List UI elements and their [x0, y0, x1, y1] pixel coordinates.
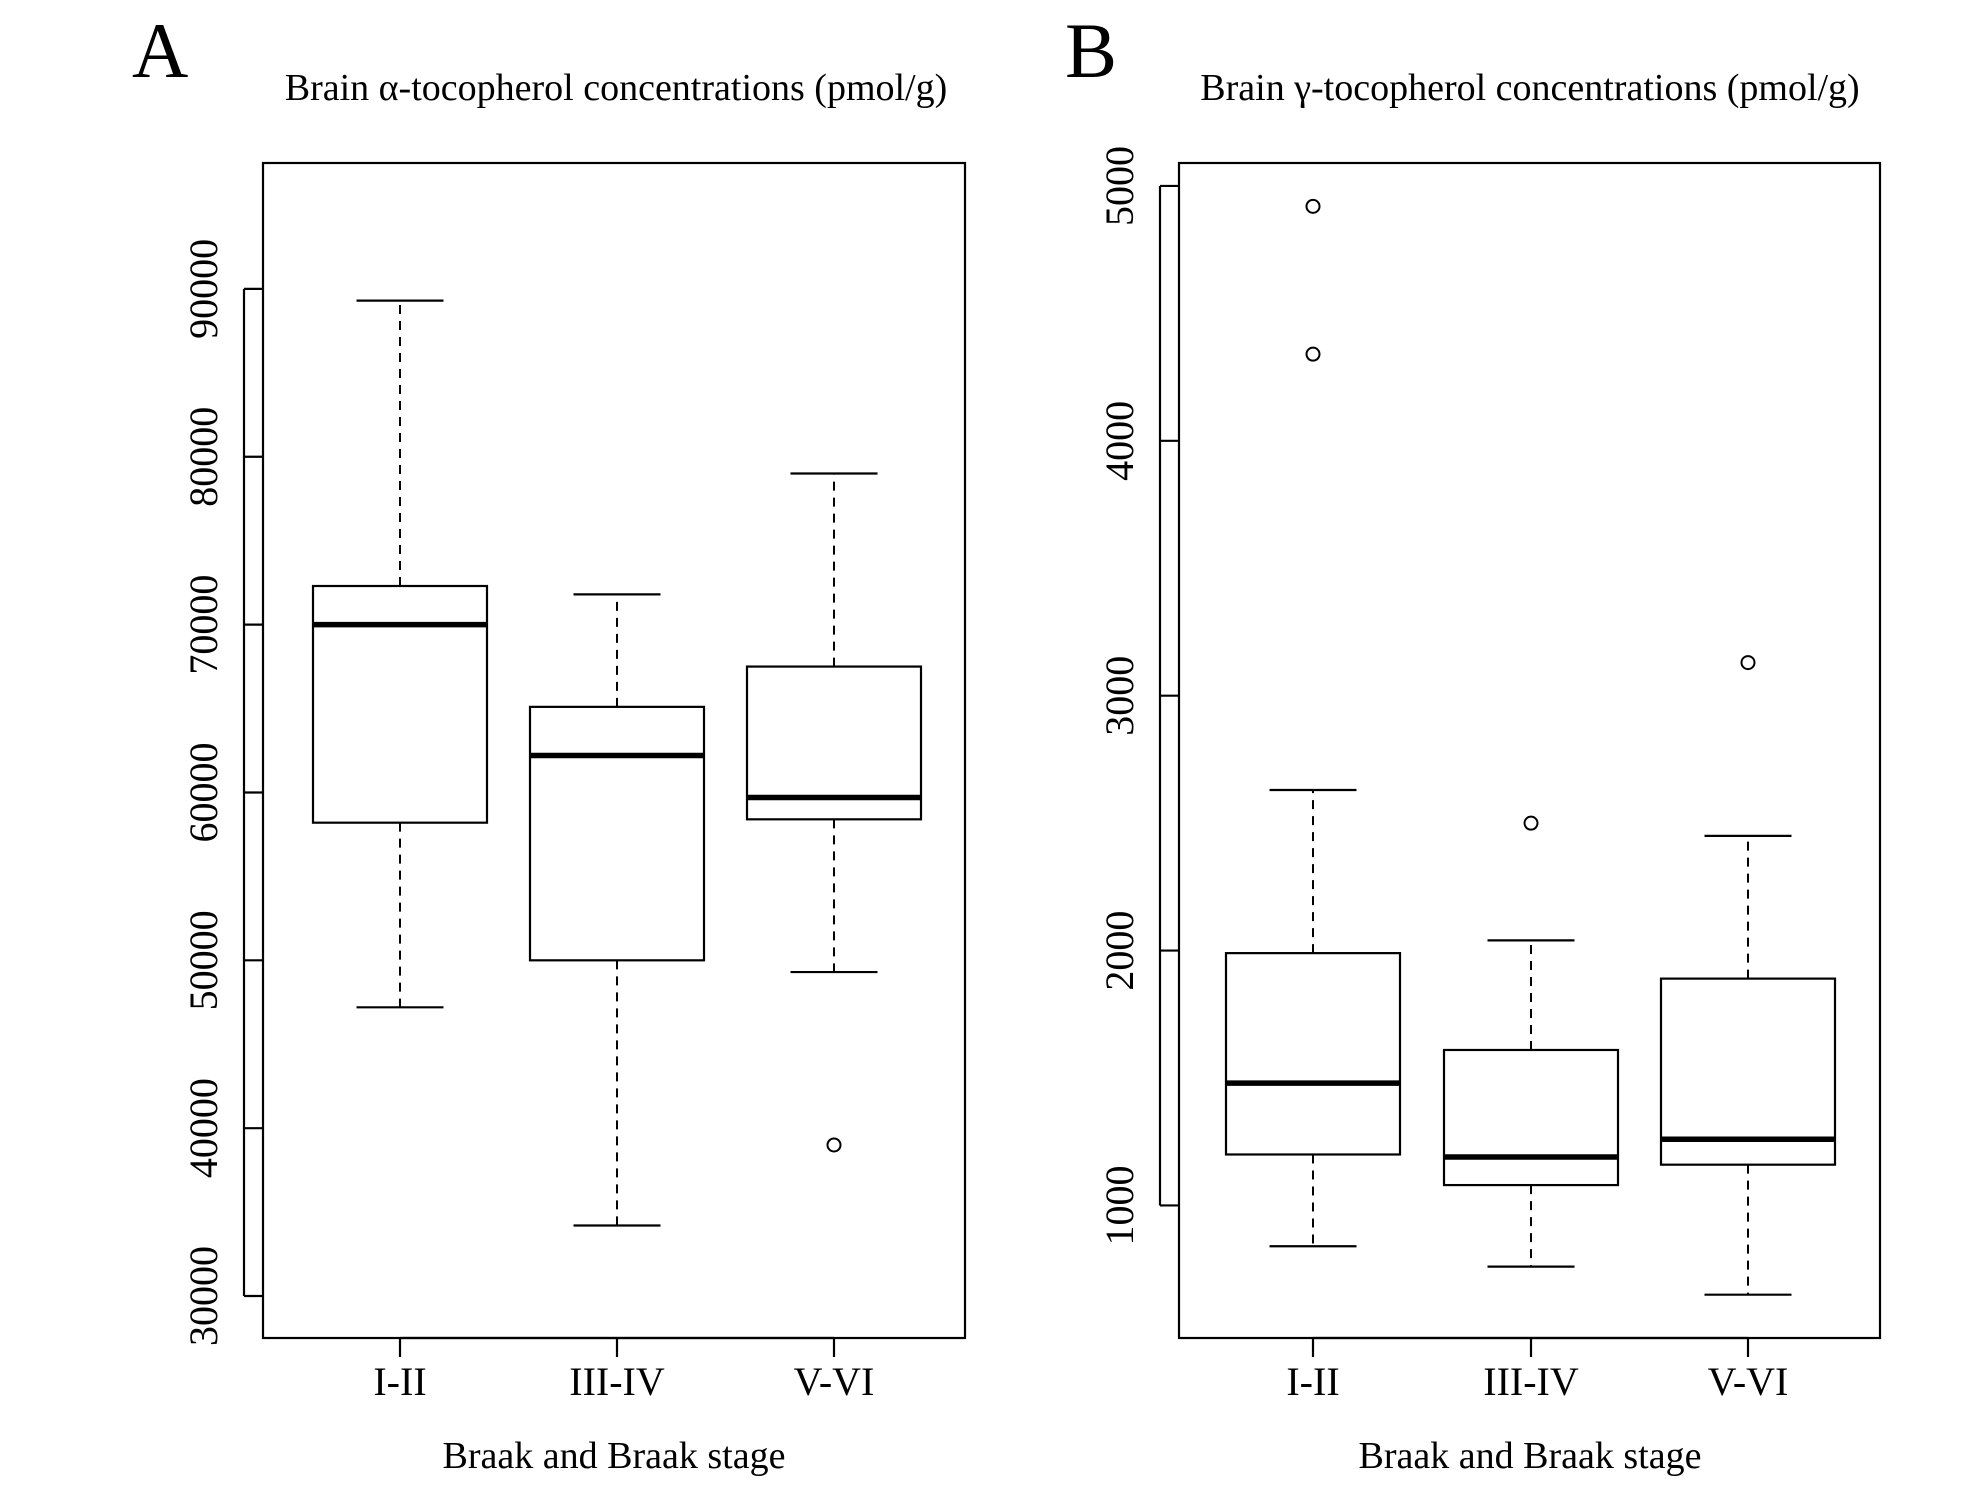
panel-a-boxes [311, 299, 923, 1227]
outlier-point [1523, 815, 1539, 831]
panel-a: A Brain α-tocopherol concentrations (pmo… [132, 7, 967, 1477]
box-group-i-ii [311, 299, 489, 1009]
panel-letter-b: B [1065, 7, 1117, 94]
iqr-box [745, 665, 923, 821]
panel-b-title: Brain γ-tocopherol concentrations (pmol/… [1200, 67, 1859, 109]
y-tick-label: 3000 [1097, 656, 1142, 736]
y-tick-label: 80000 [181, 407, 226, 507]
iqr-box [311, 584, 489, 824]
x-tick-label: III-IV [569, 1359, 665, 1404]
y-tick-label: 5000 [1097, 146, 1142, 226]
x-tick-label: V-VI [1708, 1359, 1789, 1404]
x-tick-label: I-II [373, 1359, 426, 1404]
outlier-point [826, 1137, 842, 1153]
box-group-v-vi [1659, 655, 1837, 1296]
x-tick-label: III-IV [1483, 1359, 1579, 1404]
y-tick-label: 50000 [181, 910, 226, 1010]
iqr-box [1442, 1048, 1620, 1187]
y-tick-label: 2000 [1097, 911, 1142, 991]
box-group-i-ii [1224, 198, 1402, 1248]
y-tick-label: 1000 [1097, 1165, 1142, 1245]
panel-b-boxes [1224, 198, 1837, 1296]
iqr-box [1224, 952, 1402, 1156]
panel-a-x-axis-label: Braak and Braak stage [443, 1435, 786, 1477]
outlier-point [1740, 655, 1756, 671]
panel-b-y-axis: 1000 2000 3000 4000 5000 [1097, 146, 1179, 1245]
panel-a-title: Brain α-tocopherol concentrations (pmol/… [285, 67, 948, 109]
panel-a-x-axis: I-II III-IV V-VI [373, 1336, 875, 1404]
box-group-v-vi [745, 472, 923, 1153]
panel-b-x-axis: I-II III-IV V-VI [1286, 1336, 1789, 1404]
panel-b-x-axis-label: Braak and Braak stage [1359, 1435, 1702, 1477]
y-tick-label: 4000 [1097, 401, 1142, 481]
y-tick-label: 30000 [181, 1246, 226, 1346]
panel-b: B Brain γ-tocopherol concentrations (pmo… [1065, 7, 1882, 1477]
panel-a-y-axis: 30000 40000 50000 60000 70000 80000 90000 [181, 239, 263, 1346]
y-tick-label: 60000 [181, 742, 226, 842]
y-tick-label: 70000 [181, 575, 226, 675]
outlier-point [1305, 346, 1321, 362]
x-tick-label: V-VI [794, 1359, 875, 1404]
box-group-iii-iv [1442, 815, 1620, 1268]
y-tick-label: 90000 [181, 239, 226, 339]
outlier-point [1305, 198, 1321, 214]
iqr-box [528, 705, 706, 962]
iqr-box [1659, 977, 1837, 1166]
box-group-iii-iv [528, 593, 706, 1227]
x-tick-label: I-II [1286, 1359, 1339, 1404]
y-tick-label: 40000 [181, 1078, 226, 1178]
panel-letter-a: A [132, 7, 188, 94]
